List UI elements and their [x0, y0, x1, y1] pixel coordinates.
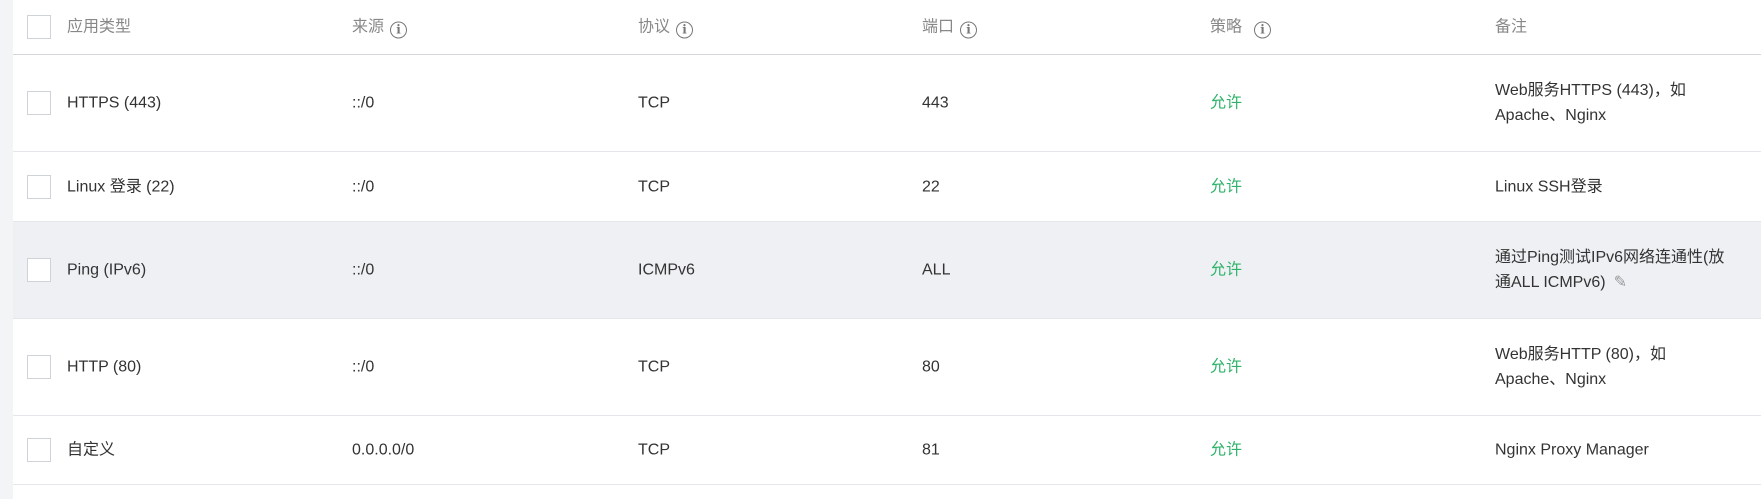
cell-note: Web服务HTTP (80)，如Apache、Nginx	[1495, 346, 1666, 388]
cell-protocol: TCP	[638, 358, 670, 376]
cell-policy: 允许	[1210, 178, 1243, 195]
cell-source: ::/0	[352, 358, 375, 376]
cell-protocol: TCP	[638, 441, 670, 459]
info-circle-icon[interactable]: i	[676, 21, 694, 39]
cell-note: 通过Ping测试IPv6网络连通性(放通ALL ICMPv6) ✎	[1495, 245, 1735, 295]
header-label: 协议	[638, 18, 671, 36]
header-label: 策略	[1210, 18, 1243, 36]
pencil-icon[interactable]: ✎	[1613, 274, 1627, 291]
cell-type: Ping (IPv6)	[67, 261, 147, 279]
cell-source: ::/0	[352, 261, 375, 279]
cell-port: 443	[922, 94, 949, 112]
cell-protocol: ICMPv6	[638, 261, 695, 279]
cell-source: ::/0	[352, 94, 375, 112]
firewall-rules-table: 应用类型 来源 i 协议 i 端口 i 策略 i 备注 HTTPS (443) ::/0…	[13, 0, 1761, 499]
header-protocol: 协议 i	[638, 15, 694, 40]
cell-type: HTTP (80)	[67, 358, 142, 376]
cell-port: 81	[922, 441, 940, 459]
cell-policy: 允许	[1210, 94, 1243, 112]
row-checkbox[interactable]	[27, 91, 51, 115]
cell-policy: 允许	[1210, 261, 1243, 279]
table-header: 应用类型 来源 i 协议 i 端口 i 策略 i 备注	[13, 0, 1761, 55]
cell-policy: 允许	[1210, 358, 1243, 376]
cell-source: ::/0	[352, 178, 375, 195]
row-checkbox[interactable]	[27, 355, 51, 379]
cell-type: HTTPS (443)	[67, 94, 162, 112]
cell-port: ALL	[922, 261, 951, 279]
table-row[interactable]: HTTP (80) ::/0 TCP 80 允许 Web服务HTTP (80)，…	[13, 319, 1761, 416]
header-source: 来源 i	[352, 15, 408, 40]
cell-protocol: TCP	[638, 178, 670, 195]
info-circle-icon[interactable]: i	[1254, 21, 1272, 39]
row-checkbox[interactable]	[27, 438, 51, 462]
row-checkbox[interactable]	[27, 258, 51, 282]
cell-note: Web服务HTTPS (443)，如Apache、Nginx	[1495, 82, 1686, 124]
row-checkbox[interactable]	[27, 174, 51, 199]
cell-protocol: TCP	[638, 94, 670, 112]
cell-source: 0.0.0.0/0	[352, 441, 415, 459]
cell-policy: 允许	[1210, 441, 1243, 459]
cell-port: 80	[922, 358, 940, 376]
cell-type: 自定义	[67, 441, 116, 459]
info-circle-icon[interactable]: i	[960, 21, 978, 39]
header-label: 端口	[922, 18, 955, 36]
note-text: 通过Ping测试IPv6网络连通性(放通ALL ICMPv6)	[1495, 249, 1725, 291]
header-label: 应用类型	[67, 18, 132, 36]
select-all-checkbox[interactable]	[27, 15, 51, 39]
header-type: 应用类型	[67, 15, 131, 40]
info-circle-icon[interactable]: i	[390, 21, 408, 39]
header-label: 备注	[1495, 18, 1528, 36]
table-row[interactable]: Ping (IPv6) ::/0 ICMPv6 ALL 允许 通过Ping测试I…	[13, 222, 1761, 319]
cell-port: 22	[922, 178, 940, 195]
header-port: 端口 i	[922, 15, 978, 40]
cell-note: Linux SSH登录	[1495, 178, 1603, 195]
table-row[interactable]: Linux 登录 (22) ::/0 TCP 22 允许 Linux SSH登录	[13, 152, 1761, 222]
header-note: 备注	[1495, 15, 1735, 40]
header-label: 来源	[352, 18, 385, 36]
table-row[interactable]: HTTPS (443) ::/0 TCP 443 允许 Web服务HTTPS (…	[13, 55, 1761, 152]
cell-type: Linux 登录 (22)	[67, 178, 175, 195]
header-policy: 策略 i	[1210, 15, 1272, 40]
table-row[interactable]: 自定义 0.0.0.0/0 TCP 81 允许 Nginx Proxy Mana…	[13, 416, 1761, 485]
cell-note: Nginx Proxy Manager	[1495, 441, 1649, 459]
